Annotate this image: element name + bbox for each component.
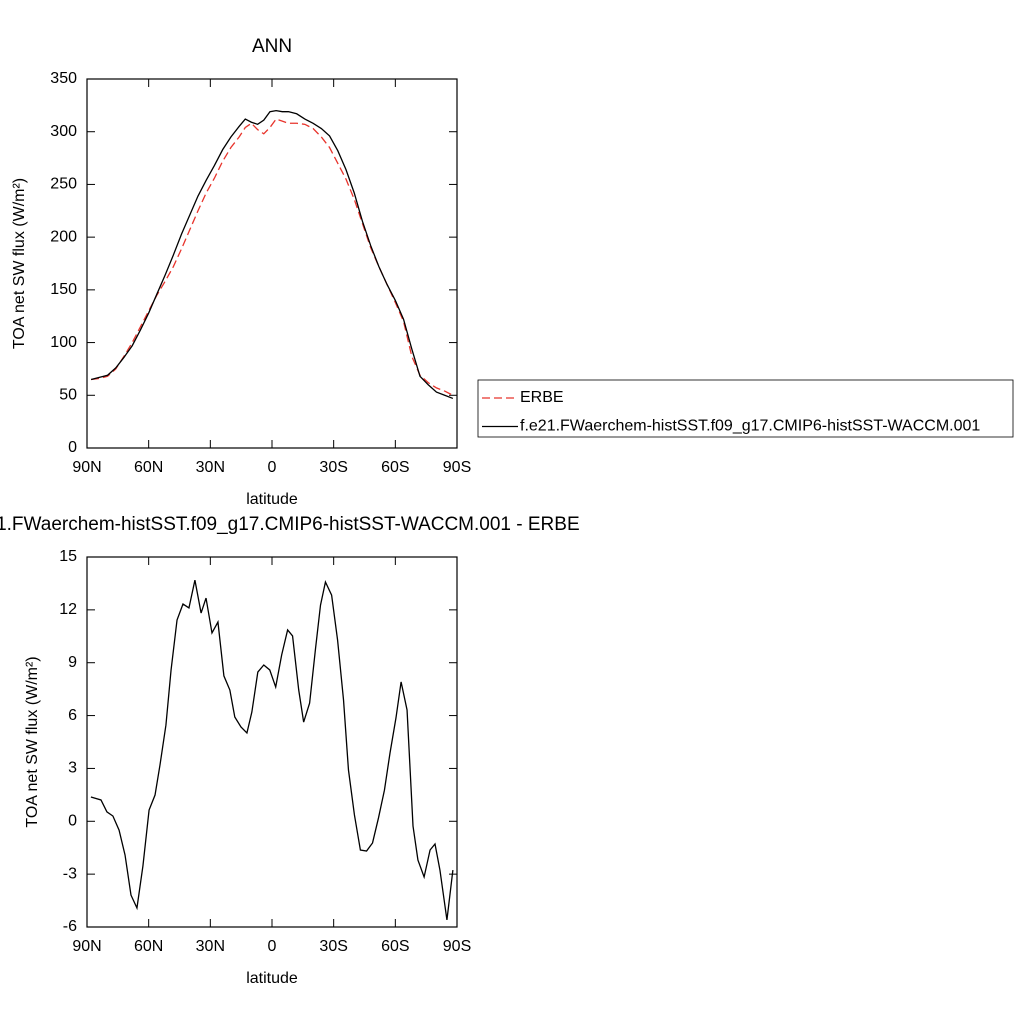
chart-title: ANN [252, 36, 292, 57]
legend-label: ERBE [520, 389, 564, 406]
y-tick-label: 350 [50, 70, 77, 87]
x-tick-label: 60S [381, 459, 409, 476]
x-tick-label: 30S [319, 938, 347, 955]
y-tick-label: -6 [63, 918, 77, 935]
y-tick-label: 15 [59, 548, 77, 565]
data-line [90, 579, 454, 921]
x-tick-label: 0 [268, 459, 277, 476]
y-tick-label: 12 [59, 601, 77, 618]
x-tick-label: 60N [134, 459, 163, 476]
x-axis-label: latitude [246, 491, 298, 508]
y-tick-label: 3 [68, 760, 77, 777]
plot-frame [86, 556, 458, 928]
x-tick-label: 30N [196, 938, 225, 955]
y-tick-label: 50 [59, 387, 77, 404]
x-tick-label: 90N [72, 938, 101, 955]
data-line [91, 118, 454, 396]
x-tick-label: 60N [134, 938, 163, 955]
legend-box [477, 379, 1014, 438]
y-tick-label: 9 [68, 654, 77, 671]
legend-label: f.e21.FWaerchem-histSST.f09_g17.CMIP6-hi… [520, 418, 980, 435]
x-tick-label: 30N [196, 459, 225, 476]
x-tick-label: 90S [443, 938, 471, 955]
x-axis-label: latitude [246, 970, 298, 987]
y-axis-label: TOA net SW flux (W/m²) [11, 178, 28, 349]
x-tick-label: 0 [268, 938, 277, 955]
chart-title: f.e21.FWaerchem-histSST.f09_g17.CMIP6-hi… [0, 514, 580, 535]
x-tick-label: 90N [72, 459, 101, 476]
y-tick-label: 0 [68, 439, 77, 456]
y-tick-label: 6 [68, 707, 77, 724]
y-tick-label: -3 [63, 865, 77, 882]
x-tick-label: 60S [381, 938, 409, 955]
x-tick-label: 90S [443, 459, 471, 476]
data-line [90, 109, 454, 400]
y-tick-label: 200 [50, 228, 77, 245]
plot-frame [86, 78, 458, 449]
y-tick-label: 150 [50, 281, 77, 298]
y-tick-label: 0 [68, 813, 77, 830]
x-tick-label: 30S [319, 459, 347, 476]
y-tick-label: 250 [50, 176, 77, 193]
y-tick-label: 300 [50, 123, 77, 140]
y-axis-label: TOA net SW flux (W/m²) [24, 656, 41, 827]
y-tick-label: 100 [50, 334, 77, 351]
